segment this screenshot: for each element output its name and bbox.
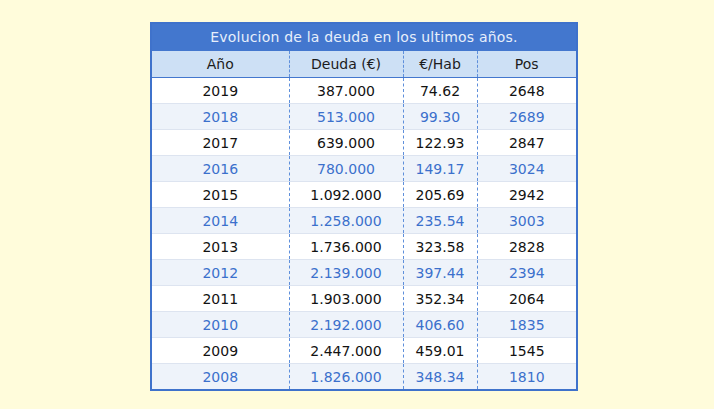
cell-deuda: 2.192.000	[289, 312, 403, 338]
cell-deuda: 2.447.000	[289, 338, 403, 364]
header-row: Año Deuda (€) €/Hab Pos	[152, 51, 576, 78]
cell-pos: 2064	[477, 286, 576, 312]
cell-deuda: 1.736.000	[289, 234, 403, 260]
cell-year: 2012	[152, 260, 289, 286]
cell-eur-hab: 397.44	[403, 260, 477, 286]
cell-deuda: 780.000	[289, 156, 403, 182]
cell-eur-hab: 235.54	[403, 208, 477, 234]
cell-deuda: 1.903.000	[289, 286, 403, 312]
debt-table: Año Deuda (€) €/Hab Pos 2019387.00074.62…	[152, 51, 576, 389]
cell-deuda: 387.000	[289, 78, 403, 104]
cell-pos: 1835	[477, 312, 576, 338]
cell-deuda: 1.826.000	[289, 364, 403, 390]
table-row: 20151.092.000205.692942	[152, 182, 576, 208]
cell-pos: 1545	[477, 338, 576, 364]
cell-pos: 1810	[477, 364, 576, 390]
cell-deuda: 513.000	[289, 104, 403, 130]
cell-year: 2008	[152, 364, 289, 390]
table-row: 2019387.00074.622648	[152, 78, 576, 104]
debt-table-panel: Evolucion de la deuda en los ultimos año…	[150, 22, 578, 391]
cell-eur-hab: 323.58	[403, 234, 477, 260]
cell-year: 2009	[152, 338, 289, 364]
table-row: 2017639.000122.932847	[152, 130, 576, 156]
table-row: 20122.139.000397.442394	[152, 260, 576, 286]
cell-eur-hab: 149.17	[403, 156, 477, 182]
cell-deuda: 1.258.000	[289, 208, 403, 234]
cell-eur-hab: 99.30	[403, 104, 477, 130]
cell-year: 2017	[152, 130, 289, 156]
cell-pos: 2828	[477, 234, 576, 260]
table-row: 20131.736.000323.582828	[152, 234, 576, 260]
cell-deuda: 2.139.000	[289, 260, 403, 286]
table-row: 20092.447.000459.011545	[152, 338, 576, 364]
cell-pos: 3003	[477, 208, 576, 234]
cell-pos: 2942	[477, 182, 576, 208]
table-row: 20081.826.000348.341810	[152, 364, 576, 390]
cell-eur-hab: 459.01	[403, 338, 477, 364]
cell-eur-hab: 348.34	[403, 364, 477, 390]
col-header-pos: Pos	[477, 51, 576, 78]
cell-pos: 2689	[477, 104, 576, 130]
cell-pos: 3024	[477, 156, 576, 182]
table-row: 2016780.000149.173024	[152, 156, 576, 182]
cell-year: 2016	[152, 156, 289, 182]
col-header-eur-hab: €/Hab	[403, 51, 477, 78]
cell-year: 2011	[152, 286, 289, 312]
cell-pos: 2394	[477, 260, 576, 286]
cell-eur-hab: 122.93	[403, 130, 477, 156]
cell-eur-hab: 74.62	[403, 78, 477, 104]
table-row: 20111.903.000352.342064	[152, 286, 576, 312]
cell-pos: 2847	[477, 130, 576, 156]
cell-year: 2014	[152, 208, 289, 234]
cell-year: 2010	[152, 312, 289, 338]
table-row: 20141.258.000235.543003	[152, 208, 576, 234]
table-body: 2019387.00074.6226482018513.00099.302689…	[152, 78, 576, 390]
table-row: 20102.192.000406.601835	[152, 312, 576, 338]
cell-year: 2013	[152, 234, 289, 260]
cell-eur-hab: 352.34	[403, 286, 477, 312]
cell-deuda: 1.092.000	[289, 182, 403, 208]
cell-deuda: 639.000	[289, 130, 403, 156]
table-title: Evolucion de la deuda en los ultimos año…	[152, 24, 576, 51]
page-background: { "page": { "background_color": "#FFFCDB…	[0, 0, 714, 409]
table-row: 2018513.00099.302689	[152, 104, 576, 130]
cell-eur-hab: 205.69	[403, 182, 477, 208]
cell-year: 2018	[152, 104, 289, 130]
cell-year: 2019	[152, 78, 289, 104]
cell-year: 2015	[152, 182, 289, 208]
cell-eur-hab: 406.60	[403, 312, 477, 338]
col-header-year: Año	[152, 51, 289, 78]
cell-pos: 2648	[477, 78, 576, 104]
col-header-deuda: Deuda (€)	[289, 51, 403, 78]
